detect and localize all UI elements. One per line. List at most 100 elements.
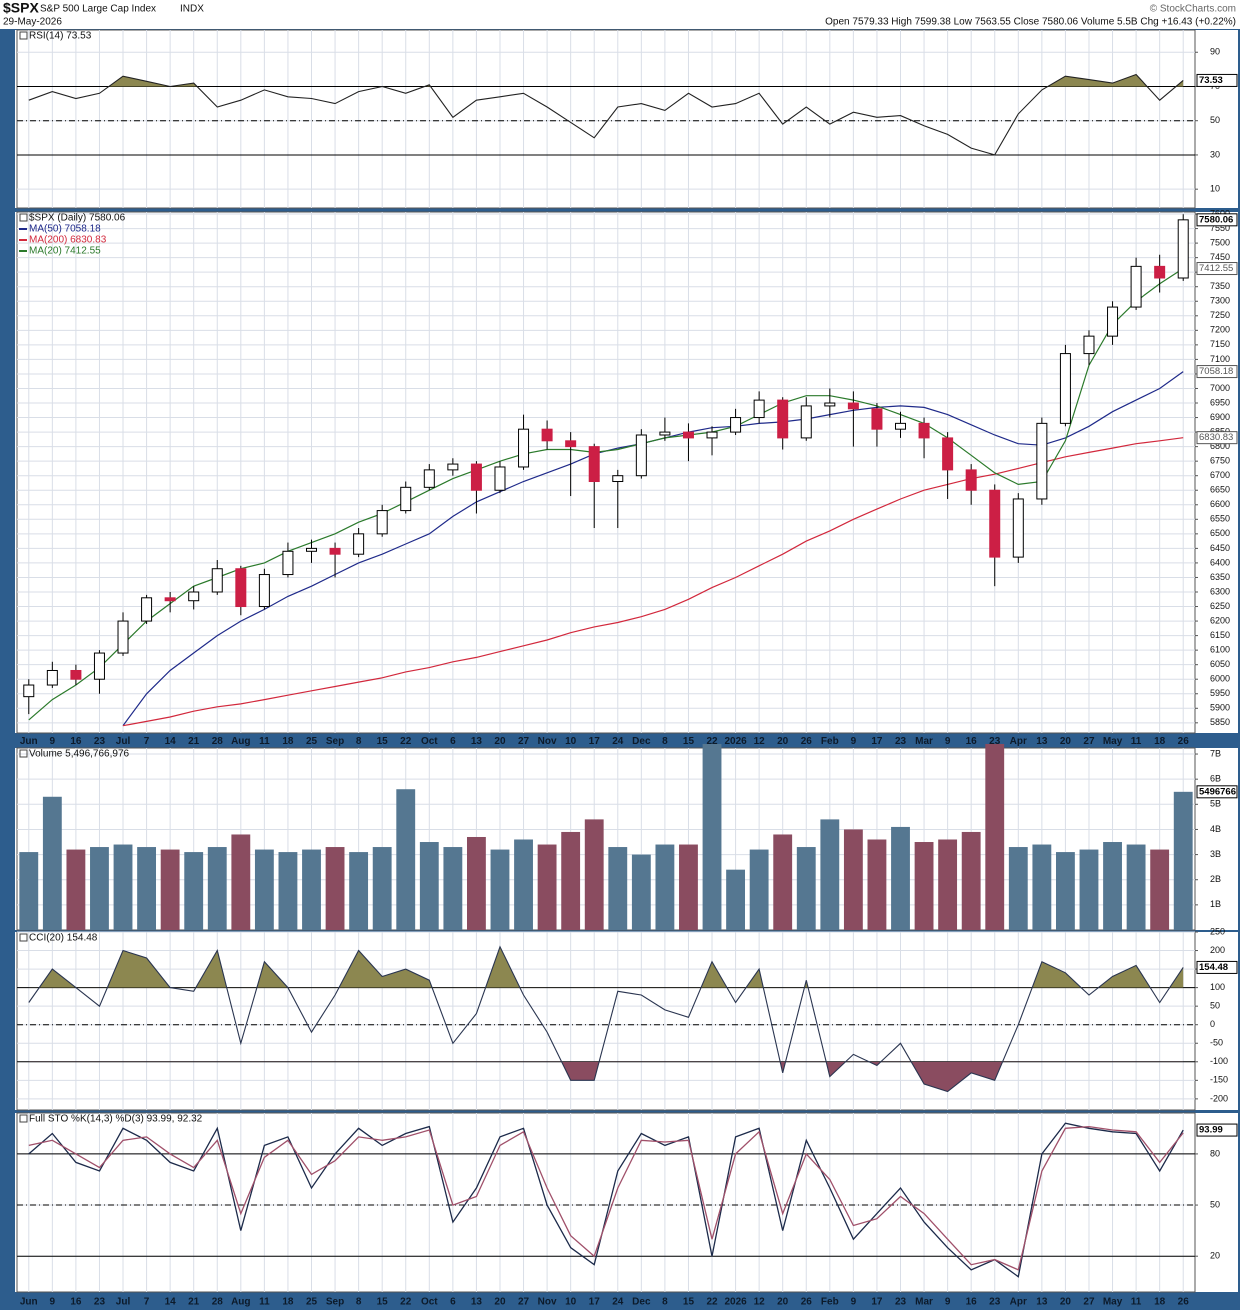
panel-background (15, 30, 1238, 208)
candle-body (1107, 306, 1119, 337)
candle-body (447, 463, 459, 471)
x-tick-label: 11 (1131, 1297, 1142, 1308)
x-tick-label: 24 (612, 736, 624, 747)
candle-body (1059, 353, 1071, 424)
x-tick-label: May (1103, 1297, 1123, 1308)
y-tick-label: 6150 (1210, 630, 1230, 640)
candle-body (706, 431, 718, 439)
x-tick-label: 9 (945, 736, 951, 747)
volume-bar (608, 847, 628, 930)
volume-bar (419, 842, 439, 930)
y-tick-label: 7500 (1210, 237, 1230, 247)
x-tick-label: Jun (20, 1297, 38, 1308)
y-tick-label: 7450 (1210, 252, 1230, 262)
volume-bar (1032, 844, 1052, 930)
y-tick-label: 20 (1210, 1251, 1220, 1261)
x-tick-label: 21 (188, 736, 200, 747)
candle-body (1130, 265, 1142, 308)
x-tick-label: 9 (50, 1297, 56, 1308)
y-tick-label: -100 (1210, 1056, 1228, 1066)
x-tick-label: 9 (851, 736, 857, 747)
y-tick-label: 1B (1210, 899, 1221, 909)
index-name: S&P 500 Large Cap Index (40, 4, 156, 15)
x-tick-label: Sep (326, 736, 344, 747)
x-tick-label: Feb (821, 736, 839, 747)
volume-bar (891, 826, 910, 930)
x-tick-label: 28 (212, 736, 224, 747)
legend-icon (19, 933, 28, 942)
volume-bar (443, 847, 463, 930)
x-tick-label: Dec (632, 736, 651, 747)
volume-bar (466, 836, 486, 930)
candle-body (541, 428, 553, 442)
x-tick-label: 17 (871, 1297, 883, 1308)
volume-bar (184, 852, 204, 930)
value-tag (1196, 73, 1238, 87)
x-tick-label: 13 (1036, 736, 1048, 747)
panel: -200-150-100-50050100150200250CCI(20) 15… (15, 926, 1238, 1111)
candle-body (730, 417, 742, 433)
x-tick-label: 20 (494, 736, 506, 747)
panel: 5850 5900 5950 6000 6050 6100 6150 6200 6250 6300… (15, 208, 1238, 734)
x-tick-label: 8 (662, 1297, 668, 1308)
value-tag (1196, 262, 1238, 276)
y-tick-label: 6750 (1210, 456, 1230, 466)
volume-bar (914, 842, 934, 930)
x-tick-label: 24 (612, 1297, 624, 1308)
x-tick-label: May (1103, 736, 1123, 747)
x-tick-label: 15 (377, 1297, 389, 1308)
legend-icon (19, 749, 28, 758)
x-tick-label: 11 (259, 736, 270, 747)
candle-body (1177, 219, 1189, 279)
x-tick-label: 16 (70, 736, 82, 747)
panel-legend: RSI(14) 73.53 (29, 31, 92, 42)
x-tick-label: 16 (966, 736, 978, 747)
x-tick-label: 7 (144, 736, 150, 747)
candle-body (682, 431, 694, 439)
value-tag-label: 93.99 (1199, 1125, 1223, 1136)
y-tick-label: 7200 (1210, 325, 1230, 335)
x-tick-label: Mar (915, 736, 933, 747)
plot-frame (16, 747, 1196, 931)
x-tick-label: 15 (683, 736, 695, 747)
candle-body (989, 489, 1001, 558)
candle-body (282, 550, 294, 576)
x-tick-label: 25 (306, 1297, 318, 1308)
volume-bar (655, 844, 675, 930)
indicator-fill (28, 946, 1184, 988)
y-tick-label: 6650 (1210, 485, 1230, 495)
x-tick-label: Nov (538, 1297, 557, 1308)
x-tick-label: 22 (706, 736, 718, 747)
y-tick-label: 6100 (1210, 645, 1230, 655)
candle-body (70, 669, 82, 680)
candle-body (117, 620, 129, 654)
volume-bar (867, 839, 887, 930)
x-tick-label: 25 (306, 736, 318, 747)
x-tick-label: Jun (20, 736, 38, 747)
x-tick-label: 17 (871, 736, 883, 747)
volume-bar (584, 819, 604, 930)
y-tick-label: 6900 (1210, 412, 1230, 422)
y-tick-label: 6400 (1210, 557, 1230, 567)
volume-bar (961, 831, 981, 930)
x-tick-label: 20 (777, 736, 789, 747)
candle-body (329, 547, 341, 555)
candle-body (800, 405, 812, 439)
volume-bar (349, 852, 369, 930)
x-tick-label: 2026 (724, 736, 747, 747)
y-tick-label: 6050 (1210, 659, 1230, 669)
y-tick-label: 6250 (1210, 601, 1230, 611)
x-tick-label: 13 (1036, 1297, 1048, 1308)
x-tick-label: Oct (421, 1297, 438, 1308)
x-tick-label: Dec (632, 1297, 651, 1308)
y-tick-label: 80 (1210, 1148, 1220, 1158)
x-tick-label: Nov (538, 736, 557, 747)
panel: 1B 2B 3B 4B 5B 6B 7B Volume 5,496,766,976 549676… (15, 743, 1238, 931)
x-tick-label: 20 (1060, 1297, 1072, 1308)
y-tick-label: 5850 (1210, 717, 1230, 727)
candle-body (565, 440, 577, 448)
x-tick-label: 6 (450, 1297, 456, 1308)
volume-bar (1173, 791, 1193, 930)
